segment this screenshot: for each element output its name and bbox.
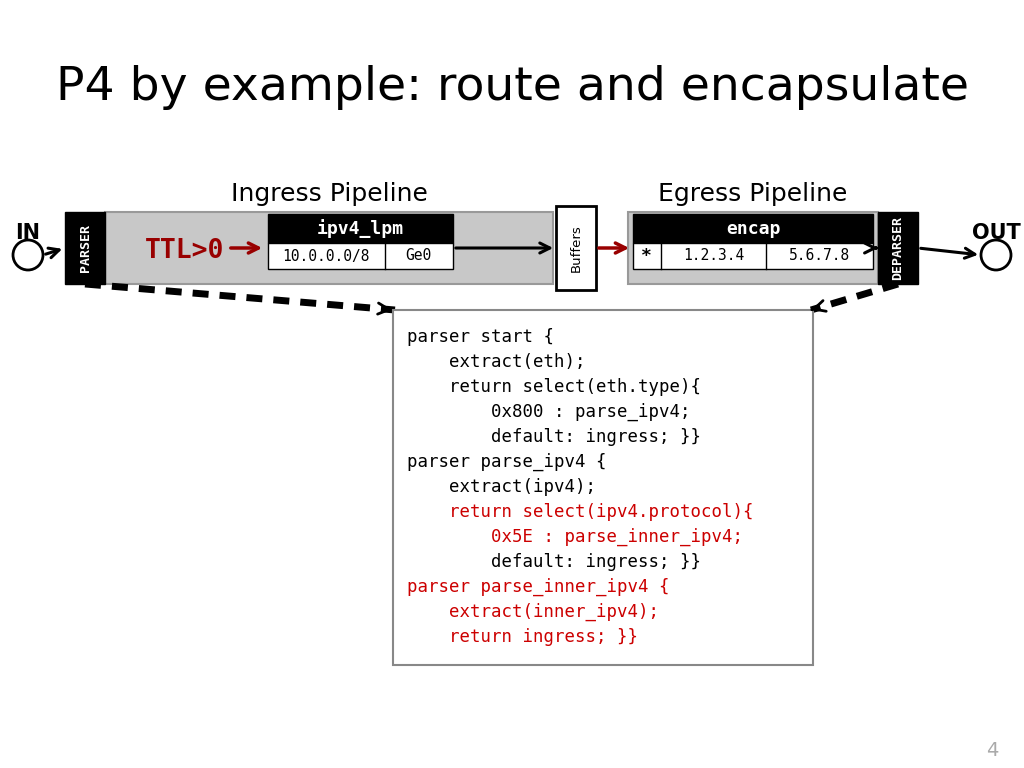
FancyBboxPatch shape [393, 310, 813, 665]
Text: extract(ipv4);: extract(ipv4); [407, 478, 596, 496]
Text: default: ingress; }}: default: ingress; }} [407, 553, 701, 571]
Text: P4 by example: route and encapsulate: P4 by example: route and encapsulate [55, 65, 969, 111]
Text: parser parse_ipv4 {: parser parse_ipv4 { [407, 453, 606, 472]
FancyBboxPatch shape [268, 214, 453, 243]
Text: PARSER: PARSER [79, 224, 91, 272]
Text: Ge0: Ge0 [406, 249, 432, 263]
FancyBboxPatch shape [633, 214, 873, 243]
Text: TTL>0: TTL>0 [145, 238, 224, 264]
FancyBboxPatch shape [268, 243, 453, 269]
Text: return select(eth.type){: return select(eth.type){ [407, 378, 701, 396]
Text: Buffers: Buffers [569, 224, 583, 272]
Text: 1.2.3.4: 1.2.3.4 [683, 249, 744, 263]
Text: ipv4_lpm: ipv4_lpm [317, 219, 404, 238]
Text: 5.6.7.8: 5.6.7.8 [788, 249, 850, 263]
FancyBboxPatch shape [65, 212, 105, 284]
Text: *: * [641, 247, 652, 265]
FancyBboxPatch shape [878, 212, 918, 284]
Text: parser parse_inner_ipv4 {: parser parse_inner_ipv4 { [407, 578, 670, 596]
Text: Ingress Pipeline: Ingress Pipeline [230, 182, 427, 206]
Text: return select(ipv4.protocol){: return select(ipv4.protocol){ [407, 503, 754, 521]
Text: return ingress; }}: return ingress; }} [407, 628, 638, 646]
Text: 0x800 : parse_ipv4;: 0x800 : parse_ipv4; [407, 403, 690, 422]
FancyBboxPatch shape [628, 212, 878, 284]
Text: OUT: OUT [972, 223, 1020, 243]
Circle shape [981, 240, 1011, 270]
Text: 0x5E : parse_inner_ipv4;: 0x5E : parse_inner_ipv4; [407, 528, 743, 546]
Text: extract(inner_ipv4);: extract(inner_ipv4); [407, 603, 659, 621]
Text: DEPARSER: DEPARSER [892, 216, 904, 280]
Circle shape [13, 240, 43, 270]
Text: IN: IN [15, 223, 41, 243]
FancyBboxPatch shape [556, 206, 596, 290]
Text: extract(eth);: extract(eth); [407, 353, 586, 371]
FancyBboxPatch shape [633, 243, 873, 269]
Text: Egress Pipeline: Egress Pipeline [658, 182, 848, 206]
FancyBboxPatch shape [105, 212, 553, 284]
Text: parser start {: parser start { [407, 328, 554, 346]
Text: 10.0.0.0/8: 10.0.0.0/8 [283, 249, 370, 263]
Text: 4: 4 [986, 740, 998, 760]
Text: encap: encap [726, 220, 780, 237]
Text: default: ingress; }}: default: ingress; }} [407, 428, 701, 446]
